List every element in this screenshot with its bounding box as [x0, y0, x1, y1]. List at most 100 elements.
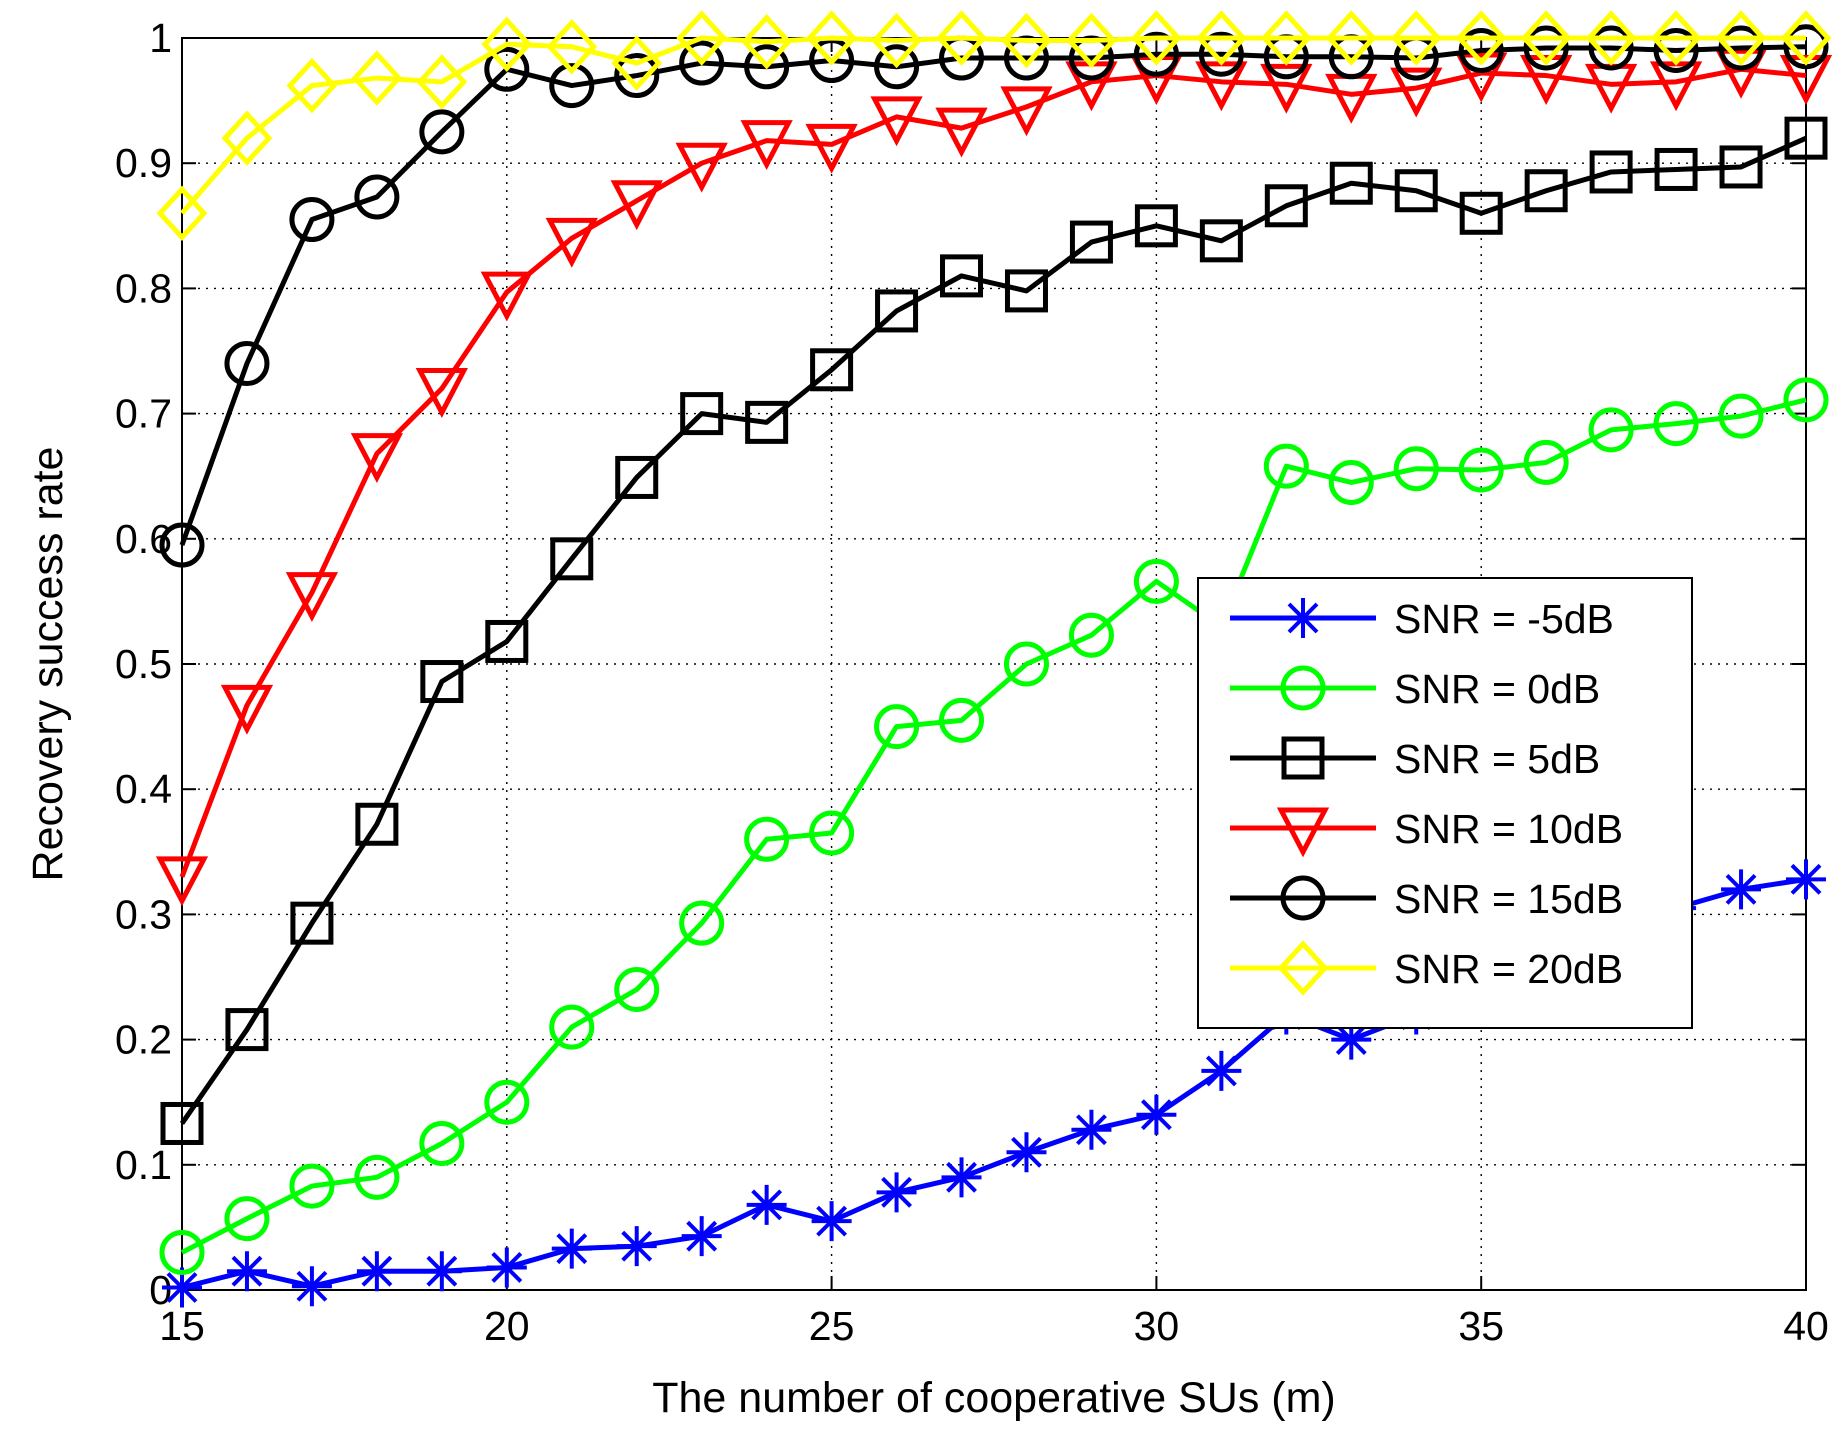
legend-box [1197, 577, 1693, 1029]
data-point [1650, 10, 1702, 66]
data-point [1133, 558, 1179, 604]
data-point [614, 53, 660, 99]
data-point [419, 1121, 465, 1167]
series-line [179, 135, 1808, 1125]
y-axis-label: Recovery success rate [24, 447, 72, 882]
data-point [1458, 28, 1504, 74]
legend-item: SNR = 15dB [1230, 875, 1623, 922]
data-point [546, 19, 598, 75]
y-tick-label: 0.3 [115, 891, 172, 937]
y-tick-label: 0.2 [115, 1017, 172, 1063]
series-5 [156, 10, 1832, 241]
data-point [1134, 204, 1178, 248]
data-point [1520, 10, 1572, 66]
legend-marker [1283, 598, 1323, 638]
x-axis-label: The number of cooperative SUs (m) [652, 1374, 1336, 1422]
data-point [1520, 55, 1573, 105]
data-point [675, 142, 728, 193]
data-point [935, 107, 988, 158]
series-1 [159, 377, 1829, 1275]
data-point [939, 697, 985, 743]
x-tick-label: 20 [484, 1303, 530, 1349]
data-point [1715, 10, 1767, 66]
y-tick-label: 0.1 [115, 1142, 172, 1188]
data-point [676, 10, 728, 66]
legend-marker [1280, 665, 1326, 711]
data-point [744, 44, 790, 90]
x-tick-label: 15 [159, 1303, 205, 1349]
data-point [549, 63, 595, 109]
data-point [1714, 48, 1768, 99]
data-point [745, 400, 789, 444]
data-point [1260, 63, 1313, 114]
data-point [1719, 145, 1763, 189]
data-point [1718, 393, 1764, 439]
series-line [180, 397, 1807, 1255]
legend-label: SNR = -5dB [1394, 596, 1614, 642]
data-point [874, 704, 920, 750]
data-point [486, 1247, 527, 1288]
data-point [1201, 1050, 1242, 1091]
x-tick-label: 30 [1134, 1303, 1180, 1349]
data-point [160, 1101, 204, 1145]
data-point [1329, 161, 1373, 205]
data-point [420, 660, 464, 704]
data-point [1199, 219, 1243, 263]
data-point [484, 1079, 530, 1125]
data-point [741, 14, 793, 70]
data-point [415, 368, 468, 418]
data-point [614, 967, 660, 1013]
data-point [1588, 25, 1634, 71]
data-point [679, 900, 725, 946]
legend-marker [1280, 875, 1326, 921]
x-tick-label: 40 [1783, 1303, 1829, 1349]
data-point [874, 44, 920, 90]
data-point [1524, 169, 1568, 213]
x-tick-label: 35 [1458, 1303, 1504, 1349]
data-point [1523, 439, 1569, 485]
data-point [350, 433, 404, 484]
data-point [744, 816, 790, 862]
data-point [1653, 401, 1699, 447]
data-point [1130, 55, 1183, 105]
data-point [811, 1201, 852, 1242]
legend-marker [1277, 940, 1329, 996]
data-point [419, 109, 465, 155]
data-point [1131, 10, 1182, 66]
data-point [746, 1184, 787, 1225]
data-point [1393, 446, 1439, 492]
data-point [220, 684, 274, 735]
data-point [226, 1251, 267, 1292]
data-point [1133, 31, 1179, 77]
data-point [1786, 859, 1826, 900]
data-point [875, 289, 919, 333]
data-point [810, 348, 854, 392]
series-2 [160, 116, 1828, 1145]
data-point [1721, 869, 1762, 910]
data-point [421, 1251, 462, 1292]
axis-ticks: 15 20 25 30 35 4000.10.20.30.40.50.60.70.80.9… [115, 15, 1829, 1349]
data-point [1394, 169, 1438, 213]
y-tick-label: 0.9 [115, 140, 172, 186]
data-point [285, 572, 339, 623]
data-point [876, 1172, 917, 1213]
data-point [680, 392, 724, 436]
y-tick-label: 0 [149, 1267, 172, 1313]
data-point [1455, 10, 1507, 66]
data-point [480, 271, 533, 322]
data-point [356, 1251, 397, 1292]
data-point [354, 174, 400, 220]
data-point [936, 10, 987, 66]
legend-item: SNR = 10dB [1230, 806, 1623, 858]
data-point [289, 1163, 335, 1209]
data-point [1001, 12, 1052, 69]
data-point [351, 50, 403, 106]
data-point [221, 110, 273, 166]
data-point [1003, 641, 1049, 687]
data-point [806, 10, 857, 66]
data-point [1523, 25, 1569, 71]
legend-marker [1281, 736, 1325, 780]
data-point [1264, 184, 1308, 228]
data-point [1195, 10, 1247, 66]
